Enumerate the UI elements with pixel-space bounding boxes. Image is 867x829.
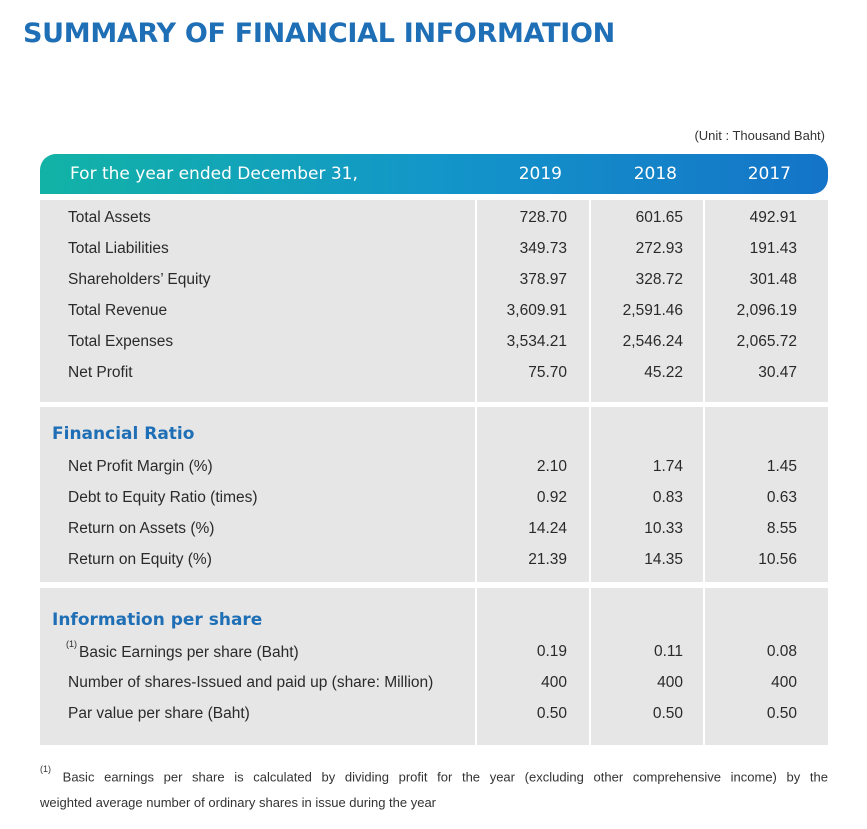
value-2019: 3,534.21 [506,333,567,350]
row-label: Par value per share (Baht) [68,705,250,722]
value-2018: 0.11 [653,643,683,660]
table-row: Total Expenses 3,534.21 2,546.24 2,065.7… [40,326,828,357]
header-label: For the year ended December 31, [70,164,358,184]
ratios-section: Financial Ratio Net Profit Margin (%) 2.… [40,407,828,582]
value-2018: 0.83 [652,489,683,506]
value-2019: 14.24 [528,520,567,537]
row-label: Shareholders’ Equity [68,271,211,288]
value-2017: 191.43 [749,240,797,257]
header-year-2017: 2017 [747,164,791,184]
page-title: SUMMARY OF FINANCIAL INFORMATION [23,18,615,49]
table-row: Shareholders’ Equity 378.97 328.72 301.4… [40,264,828,295]
value-2017: 10.56 [758,551,797,568]
footnote: (1) Basic earnings per share is calculat… [40,760,828,816]
footnote-marker: (1) [40,764,51,774]
financials-section: Total Assets 728.70 601.65 492.91 Total … [40,200,828,402]
table-row: Return on Assets (%) 14.24 10.33 8.55 [40,513,828,544]
value-2019: 0.19 [536,643,567,660]
row-label: Number of shares-Issued and paid up (sha… [68,674,434,691]
header-year-2019: 2019 [518,164,562,184]
row-label: Total Assets [68,209,151,226]
value-2019: 400 [541,674,567,691]
value-2018: 601.65 [635,209,683,226]
row-label: Net Profit [68,364,133,381]
value-2018: 0.50 [652,705,683,722]
footnote-line-2: weighted average number of ordinary shar… [40,795,437,811]
value-2019: 3,609.91 [506,302,567,319]
value-2017: 301.48 [749,271,797,288]
row-label: Total Expenses [68,333,174,350]
value-2017: 492.91 [749,209,797,226]
value-2019: 728.70 [519,209,567,226]
value-2018: 14.35 [644,551,683,568]
value-2018: 2,591.46 [622,302,683,319]
value-2018: 328.72 [635,271,683,288]
section-title-financial-ratio: Financial Ratio [52,424,195,444]
value-2019: 75.70 [528,364,567,381]
table-row: Total Liabilities 349.73 272.93 191.43 [40,233,828,264]
row-label: Total Liabilities [68,240,169,257]
row-label: Return on Equity (%) [68,551,212,568]
table-row: Number of shares-Issued and paid up (sha… [40,667,828,698]
footnote-line-1: (1) Basic earnings per share is calculat… [40,764,828,785]
header-year-2018: 2018 [633,164,677,184]
value-2019: 0.92 [536,489,567,506]
value-2019: 21.39 [528,551,567,568]
value-2017: 8.55 [766,520,797,537]
row-label: Return on Assets (%) [68,520,215,537]
row-label: Net Profit Margin (%) [68,458,213,475]
per-share-section: Information per share (1)Basic Earnings … [40,588,828,745]
table-row: Total Assets 728.70 601.65 492.91 [40,202,828,233]
value-2018: 45.22 [644,364,683,381]
value-2017: 0.63 [766,489,797,506]
table-row: Debt to Equity Ratio (times) 0.92 0.83 0… [40,482,828,513]
value-2017: 0.08 [766,643,797,660]
value-2017: 400 [771,674,797,691]
value-2018: 10.33 [644,520,683,537]
table-row: Total Revenue 3,609.91 2,591.46 2,096.19 [40,295,828,326]
unit-note: (Unit : Thousand Baht) [694,128,825,143]
footnote-marker: (1) [66,639,77,649]
value-2018: 272.93 [635,240,683,257]
value-2017: 2,096.19 [736,302,797,319]
table-row: (1)Basic Earnings per share (Baht) 0.19 … [40,636,828,667]
value-2018: 400 [657,674,683,691]
value-2019: 349.73 [519,240,567,257]
value-2019: 378.97 [519,271,567,288]
section-title-per-share: Information per share [52,610,263,630]
value-2019: 0.50 [536,705,567,722]
value-2018: 2,546.24 [622,333,683,350]
table-row: Net Profit Margin (%) 2.10 1.74 1.45 [40,451,828,482]
value-2017: 0.50 [766,705,797,722]
value-2017: 1.45 [766,458,797,475]
value-2019: 2.10 [536,458,567,475]
row-label: Debt to Equity Ratio (times) [68,489,258,506]
value-2018: 1.74 [652,458,683,475]
row-label: (1)Basic Earnings per share (Baht) [66,639,299,662]
table-row: Par value per share (Baht) 0.50 0.50 0.5… [40,698,828,729]
value-2017: 2,065.72 [736,333,797,350]
table-row: Net Profit 75.70 45.22 30.47 [40,357,828,388]
value-2017: 30.47 [758,364,797,381]
table-header: For the year ended December 31, 2019 201… [40,154,828,194]
table-row: Return on Equity (%) 21.39 14.35 10.56 [40,544,828,575]
row-label: Total Revenue [68,302,168,319]
